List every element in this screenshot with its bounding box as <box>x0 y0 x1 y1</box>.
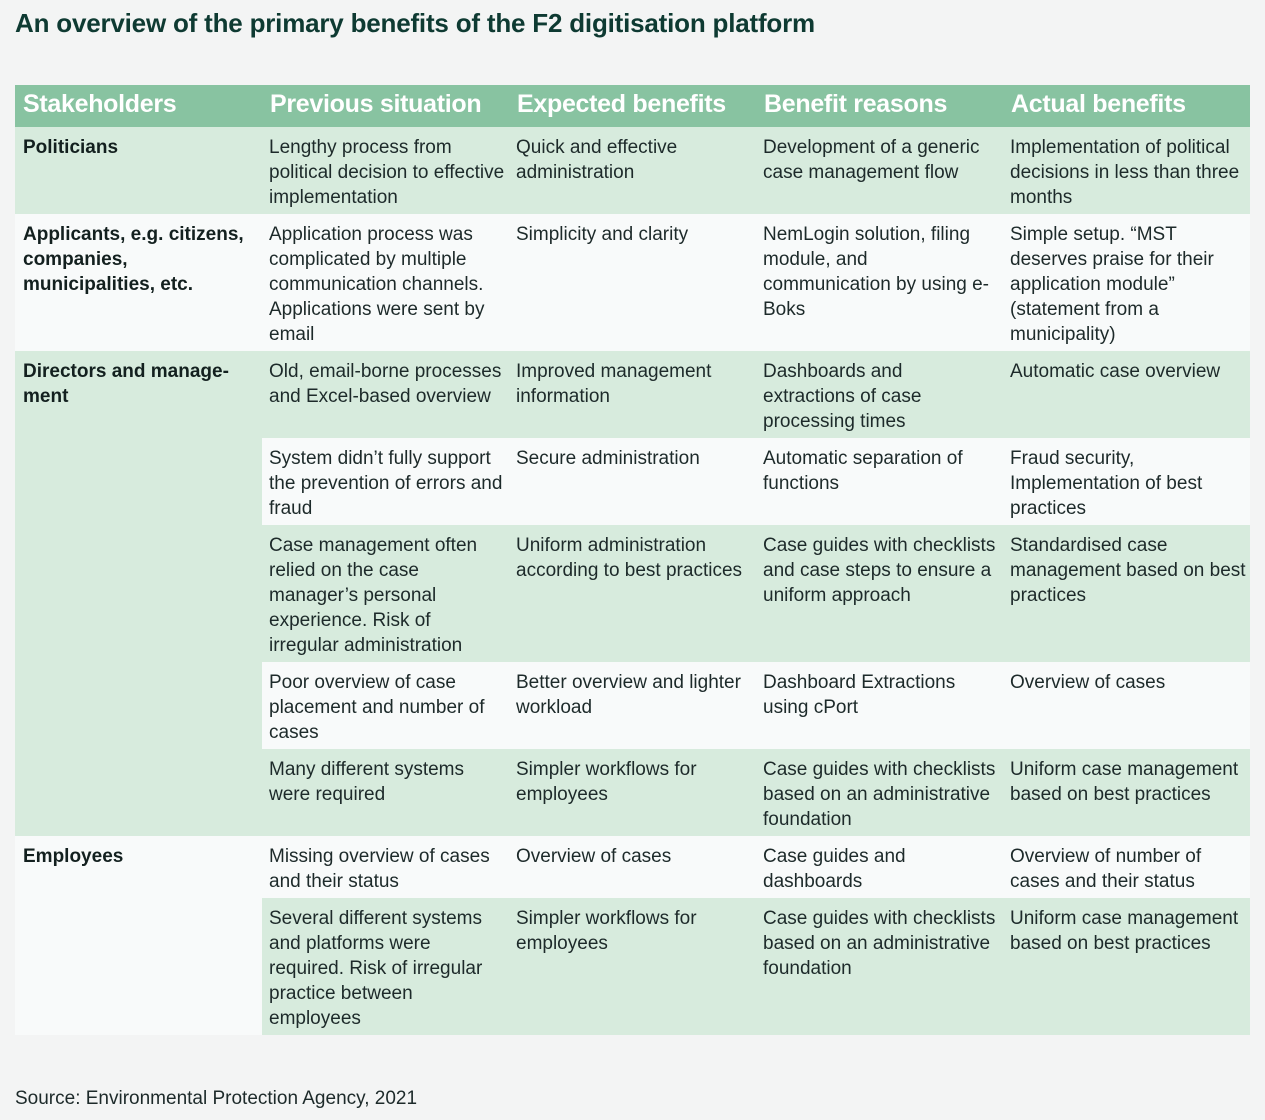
expected-benefits-cell: Secure administration <box>509 438 756 525</box>
benefit-reasons-cell: Case guides with checklists based on an … <box>756 898 1003 1035</box>
column-header-expected-benefits: Expected benefits <box>509 85 756 127</box>
table-row: Case management often relied on the case… <box>15 525 1250 662</box>
previous-situation-cell: Several different systems and platforms … <box>262 898 509 1035</box>
column-header-actual-benefits: Actual benefits <box>1003 85 1250 127</box>
benefit-reasons-cell: NemLogin solution, filing module, and co… <box>756 214 1003 351</box>
previous-situation-cell: Case management often relied on the case… <box>262 525 509 662</box>
benefit-reasons-cell: Case guides and dashboards <box>756 836 1003 898</box>
benefits-table: Stakeholders Previous situation Expected… <box>15 85 1250 1035</box>
table-row: Poor overview of case placement and numb… <box>15 662 1250 749</box>
expected-benefits-cell: Simpler workflows for employees <box>509 898 756 1035</box>
benefit-reasons-cell: Case guides with checklists and case ste… <box>756 525 1003 662</box>
benefit-reasons-cell: Development of a generic case management… <box>756 127 1003 214</box>
table-row: Directors and manage-ment Old, email-bor… <box>15 351 1250 836</box>
actual-benefits-cell: Uniform case management based on best pr… <box>1003 749 1250 836</box>
expected-benefits-cell: Quick and effective administration <box>509 127 756 214</box>
stakeholder-cell: Politicians <box>15 127 262 214</box>
actual-benefits-cell: Automatic case overview <box>1003 351 1250 438</box>
actual-benefits-cell: Fraud security, Implementation of best p… <box>1003 438 1250 525</box>
table-row: Politicians Lengthy process from politic… <box>15 127 1250 214</box>
benefit-reasons-cell: Automatic separation of functions <box>756 438 1003 525</box>
benefit-reasons-cell: Dashboards and extractions of case proce… <box>756 351 1003 438</box>
table-row: Employees Missing overview of cases and … <box>15 836 1250 1035</box>
table-row: Many different systems were required Sim… <box>15 749 1250 836</box>
table-row: System didn’t fully support the preventi… <box>15 438 1250 525</box>
previous-situation-cell: Application process was complicated by m… <box>262 214 509 351</box>
stakeholder-cell: Applicants, e.g. citizens, companies, mu… <box>15 214 262 351</box>
column-header-previous-situation: Previous situation <box>262 85 509 127</box>
expected-benefits-cell: Better overview and lighter workload <box>509 662 756 749</box>
column-header-benefit-reasons: Benefit reasons <box>756 85 1003 127</box>
table-header: Stakeholders Previous situation Expected… <box>15 85 1250 127</box>
source-note: Source: Environmental Protection Agency,… <box>15 1088 418 1109</box>
expected-benefits-cell: Overview of cases <box>509 836 756 898</box>
expected-benefits-cell: Uniform administration according to best… <box>509 525 756 662</box>
column-header-stakeholders: Stakeholders <box>15 85 262 127</box>
previous-situation-cell: System didn’t fully support the preventi… <box>262 438 509 525</box>
actual-benefits-cell: Uniform case management based on best pr… <box>1003 898 1250 1035</box>
actual-benefits-cell: Implementation of political decisions in… <box>1003 127 1250 214</box>
actual-benefits-cell: Overview of number of cases and their st… <box>1003 836 1250 898</box>
previous-situation-cell: Old, email-borne processes and Excel-bas… <box>262 351 509 438</box>
table-row: Applicants, e.g. citizens, companies, mu… <box>15 214 1250 351</box>
actual-benefits-cell: Standardised case management based on be… <box>1003 525 1250 662</box>
benefit-reasons-cell: Case guides with checklists based on an … <box>756 749 1003 836</box>
header-row: Stakeholders Previous situation Expected… <box>15 85 1250 127</box>
previous-situation-cell: Poor overview of case placement and numb… <box>262 662 509 749</box>
previous-situation-cell: Many different systems were required <box>262 749 509 836</box>
previous-situation-cell: Lengthy process from political decision … <box>262 127 509 214</box>
table-body: Politicians Lengthy process from politic… <box>15 127 1250 1035</box>
benefit-reasons-cell: Dashboard Extractions using cPort <box>756 662 1003 749</box>
page-title: An overview of the primary benefits of t… <box>15 8 815 38</box>
expected-benefits-cell: Simpler workflows for employees <box>509 749 756 836</box>
actual-benefits-cell: Overview of cases <box>1003 662 1250 749</box>
table-row: Several different systems and platforms … <box>15 898 1250 1035</box>
stakeholder-cell: Employees <box>15 836 262 1035</box>
previous-situation-cell: Missing overview of cases and their stat… <box>262 836 509 898</box>
expected-benefits-cell: Improved management information <box>509 351 756 438</box>
expected-benefits-cell: Simplicity and clarity <box>509 214 756 351</box>
actual-benefits-cell: Simple setup. “MST deserves praise for t… <box>1003 214 1250 351</box>
stakeholder-cell: Directors and manage-ment <box>15 351 262 836</box>
